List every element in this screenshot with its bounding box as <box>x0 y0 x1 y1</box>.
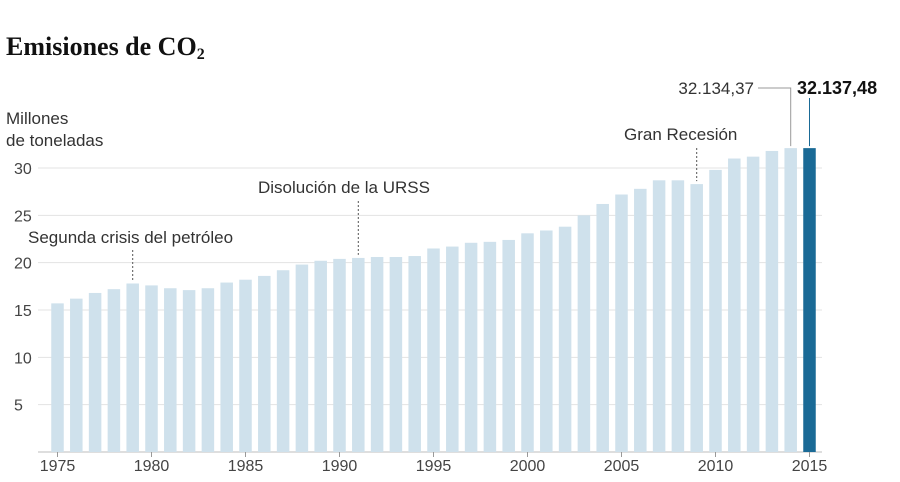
chart-title: Emisiones de CO2 <box>6 32 205 64</box>
value-label-2014: 32.134,37 <box>678 79 754 98</box>
bar-2003 <box>577 215 591 452</box>
bar-1986 <box>258 275 271 452</box>
bar-2000 <box>521 233 534 452</box>
y-tick-label-10: 10 <box>14 350 32 367</box>
bar-2005 <box>615 194 628 452</box>
bar-2015 <box>803 148 816 452</box>
title-main: Emisiones de CO <box>6 32 197 61</box>
bar-1996 <box>446 246 459 452</box>
bar-2004 <box>596 203 609 452</box>
bar-2011 <box>728 158 741 452</box>
bar-1994 <box>408 256 421 452</box>
bars <box>51 148 816 452</box>
bar-1982 <box>182 290 196 452</box>
y-tick-label-5: 5 <box>14 398 23 415</box>
x-tick-label-2010: 2010 <box>698 458 734 475</box>
annotations: Segunda crisis del petróleo Disolución de… <box>28 78 877 281</box>
unit-line-1: Millones <box>6 109 69 128</box>
bar-2007 <box>652 180 666 452</box>
y-axis-unit-label: Millones de toneladas <box>6 108 103 152</box>
x-tick-label-1980: 1980 <box>134 458 170 475</box>
x-tick-label-1985: 1985 <box>228 458 264 475</box>
bar-1984 <box>220 282 233 452</box>
bar-1998 <box>483 241 497 452</box>
x-tick-label-2000: 2000 <box>510 458 546 475</box>
unit-line-2: de toneladas <box>6 131 104 150</box>
value-label-2015: 32.137,48 <box>797 78 877 98</box>
annotation-2009: Gran Recesión <box>624 125 737 144</box>
bar-1985 <box>239 279 252 452</box>
x-tick-label-1990: 1990 <box>322 458 358 475</box>
y-tick-label-15: 15 <box>14 303 32 320</box>
x-tick-label-2015: 2015 <box>792 458 828 475</box>
bar-1978 <box>107 289 121 452</box>
x-tick-label-1975: 1975 <box>40 458 76 475</box>
x-tick-labels: 1975 1980 1985 1990 1995 2000 2005 2010 2015 <box>40 452 828 475</box>
bar-1979 <box>126 283 139 452</box>
bar-1989 <box>314 260 327 452</box>
bar-1980 <box>145 285 158 452</box>
bar-2002 <box>558 226 572 452</box>
y-tick-labels: 5 10 15 20 25 30 <box>14 161 32 415</box>
x-tick-label-1995: 1995 <box>416 458 452 475</box>
bar-1993 <box>389 256 403 452</box>
bar-1977 <box>88 292 102 452</box>
bar-2010 <box>709 169 722 452</box>
bar-1981 <box>164 288 177 452</box>
bar-1987 <box>276 270 290 452</box>
bar-2006 <box>634 188 647 452</box>
y-tick-label-30: 30 <box>14 161 32 178</box>
bar-1976 <box>70 298 83 452</box>
value-leader-2014 <box>758 87 792 147</box>
bar-2012 <box>746 156 760 452</box>
bar-1991 <box>352 257 365 452</box>
annotation-1991: Disolución de la URSS <box>258 178 430 197</box>
bar-1988 <box>295 264 309 452</box>
bar-2013 <box>765 150 779 452</box>
annotation-1979: Segunda crisis del petróleo <box>28 228 233 247</box>
bar-1992 <box>370 256 384 452</box>
x-tick-label-2005: 2005 <box>604 458 640 475</box>
bar-1997 <box>464 242 478 452</box>
bar-1975 <box>51 303 64 452</box>
bar-2009 <box>690 184 703 452</box>
y-tick-label-25: 25 <box>14 208 32 225</box>
bar-2014 <box>784 148 797 452</box>
bar-1999 <box>502 239 515 452</box>
bar-1983 <box>201 288 215 452</box>
bar-1990 <box>333 258 346 452</box>
bar-1995 <box>427 248 440 452</box>
bar-2001 <box>540 230 553 452</box>
title-subscript: 2 <box>196 46 205 63</box>
bar-2008 <box>671 180 685 452</box>
y-tick-label-20: 20 <box>14 256 32 273</box>
